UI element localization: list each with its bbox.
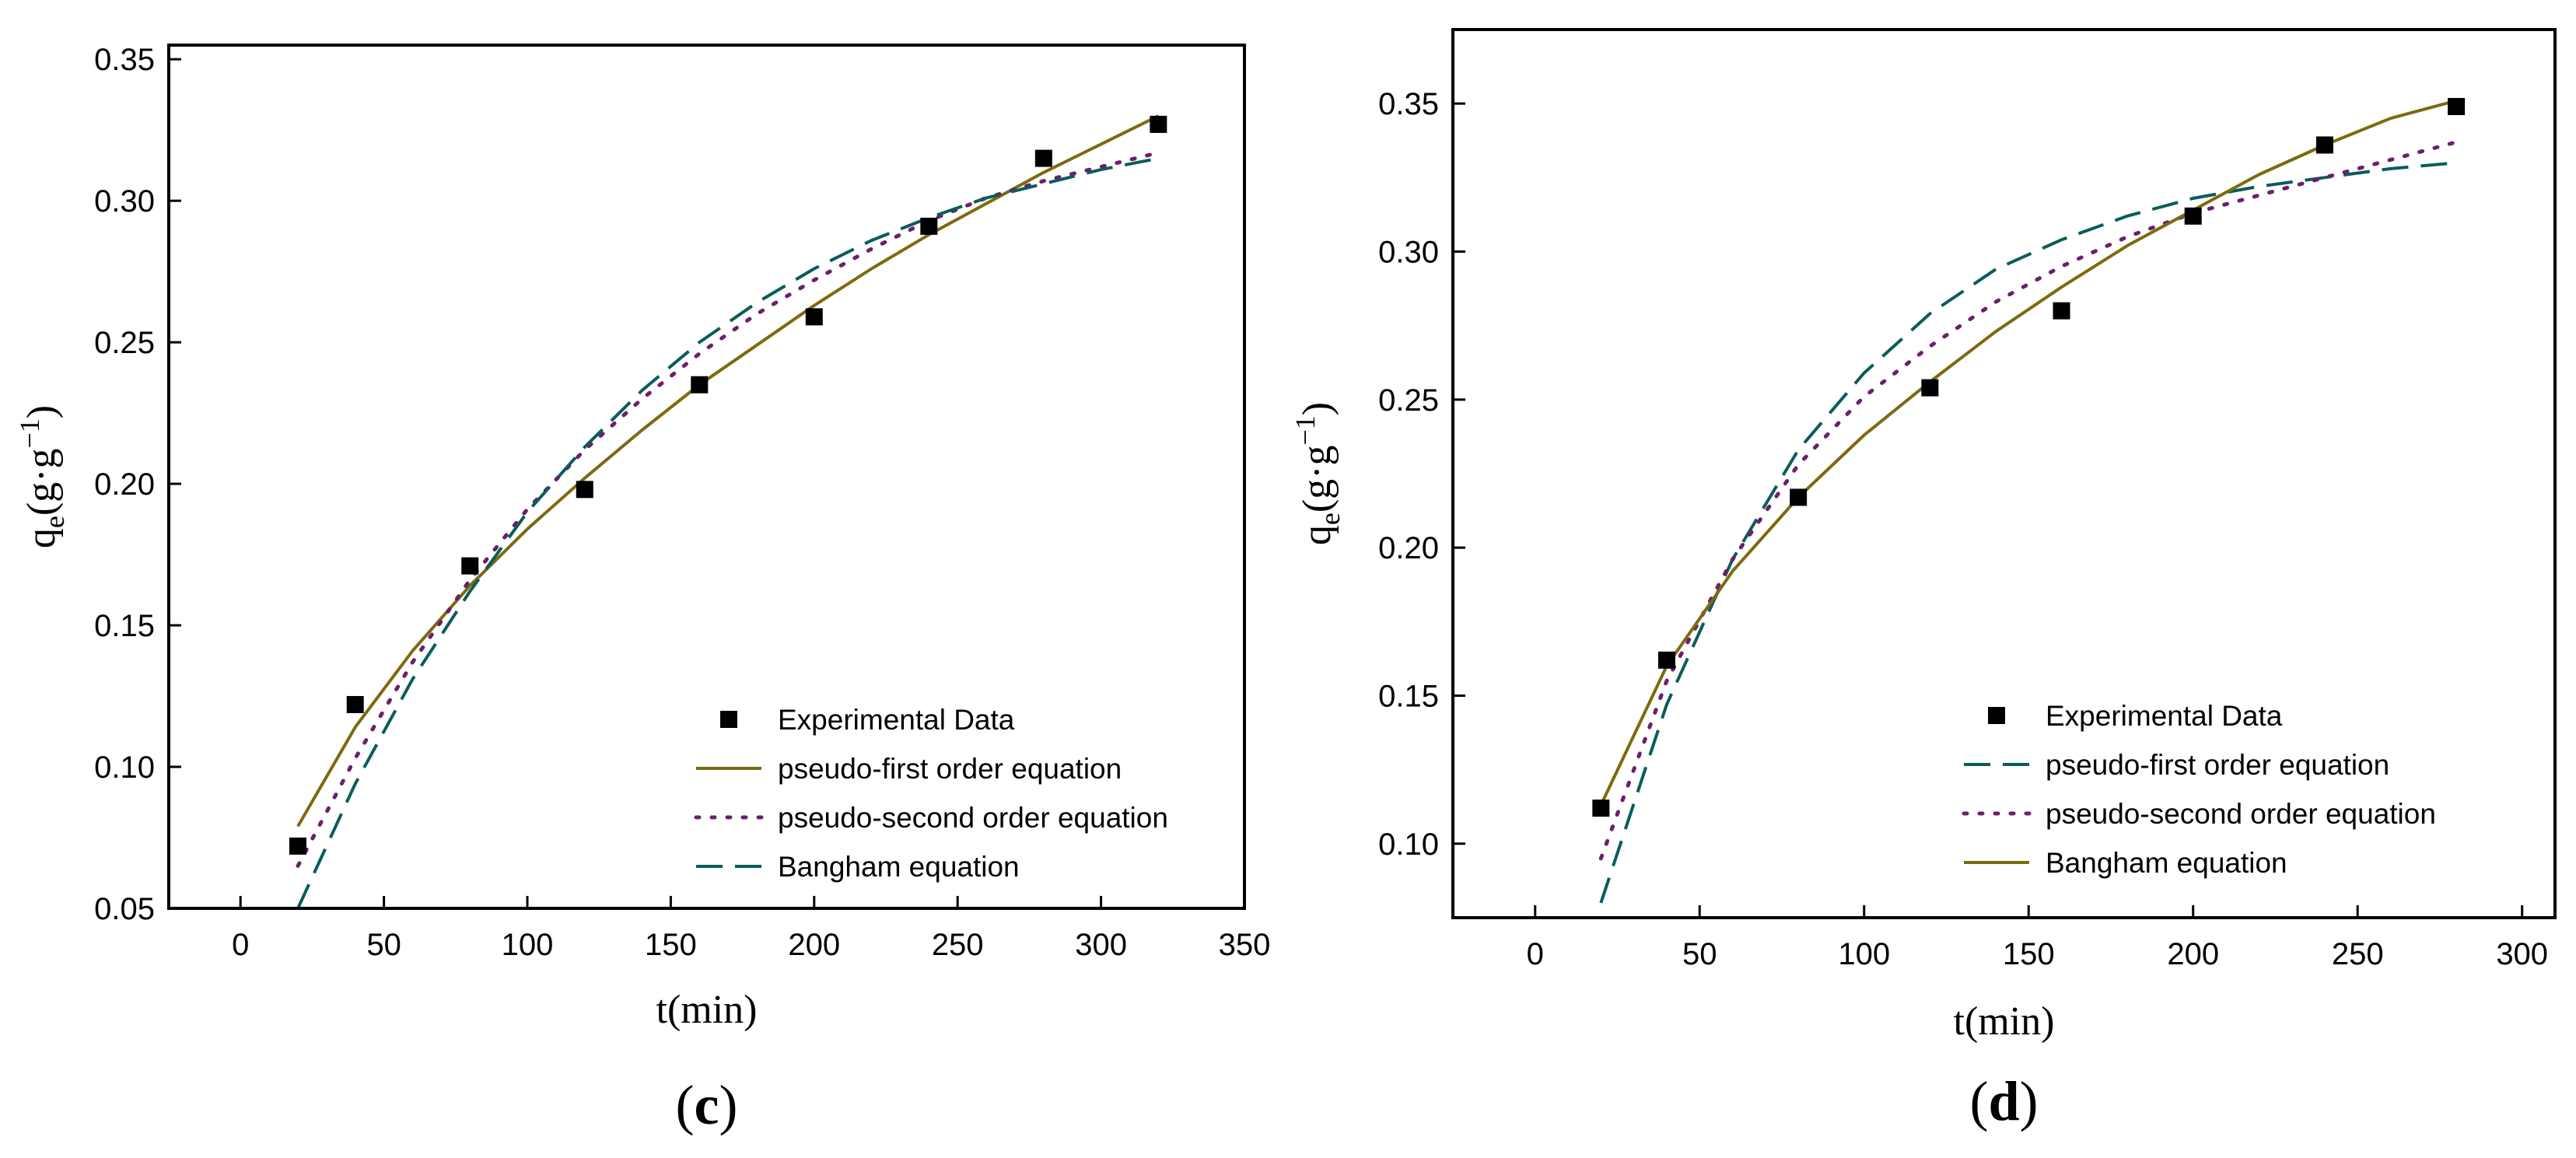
data-point xyxy=(576,481,593,499)
legend-label: Bangham equation xyxy=(778,851,1020,883)
y-tick-label: 0.30 xyxy=(1378,236,1439,270)
x-axis-title: t(min) xyxy=(1954,999,2055,1044)
y-tick-label: 0.25 xyxy=(1378,383,1439,418)
panel-label: (c) xyxy=(676,1074,738,1136)
data-point xyxy=(691,376,709,394)
data-point xyxy=(346,695,364,713)
x-tick-label: 300 xyxy=(1075,928,1127,962)
legend-label: Experimental Data xyxy=(778,704,1015,736)
x-tick-label: 250 xyxy=(2332,937,2384,971)
legend-marker xyxy=(1988,707,2005,724)
y-tick-label: 0.15 xyxy=(1378,680,1439,714)
y-tick-label: 0.10 xyxy=(94,750,155,785)
x-tick-label: 100 xyxy=(1838,937,1890,971)
plot-area xyxy=(1598,99,2459,904)
x-tick-label: 50 xyxy=(366,928,401,962)
legend-label: pseudo-second order equation xyxy=(2046,798,2436,830)
data-point xyxy=(461,557,479,575)
data-point xyxy=(1592,799,1610,817)
x-tick-label: 350 xyxy=(1219,928,1271,962)
x-tick-label: 200 xyxy=(2167,937,2219,971)
x-tick-label: 100 xyxy=(502,928,554,962)
plot-frame xyxy=(1451,28,2557,919)
series-line-bangham-equation xyxy=(1599,99,2457,806)
data-point xyxy=(1657,651,1675,669)
x-tick-label: 0 xyxy=(1527,937,1544,971)
x-tick-label: 150 xyxy=(2003,937,2055,971)
y-tick-label: 0.35 xyxy=(1378,87,1439,121)
y-tick-label: 0.30 xyxy=(94,184,155,219)
chart-panel-d: 0 50 100 150 200 250 300 0.10 0.15 0.20 0.25 0.30 0.… xyxy=(1290,28,2557,1132)
data-point xyxy=(1150,115,1167,133)
y-axis-title: qe(g·g−1) xyxy=(14,405,70,548)
x-tick-label: 50 xyxy=(1682,937,1717,971)
y-axis-title: qe(g·g−1) xyxy=(1290,402,1346,545)
panel-label: (d) xyxy=(1969,1070,2038,1132)
series-line-bangham-equation xyxy=(296,156,1159,908)
chart-panel-c: 0 50 100 150 200 250 300 350 0.05 0.10 0.15 0.20 0.2… xyxy=(14,43,1270,1136)
legend-label: pseudo-second order equation xyxy=(778,802,1168,834)
y-tick-label: 0.10 xyxy=(1378,827,1439,862)
data-point xyxy=(1034,149,1052,167)
y-tick-label: 0.20 xyxy=(1378,531,1439,565)
plot-area xyxy=(296,114,1160,908)
y-tick-label: 0.25 xyxy=(94,326,155,360)
legend-label: Experimental Data xyxy=(2046,700,2283,732)
y-tick-label: 0.20 xyxy=(94,467,155,502)
legend-label: pseudo-first order equation xyxy=(778,753,1122,785)
x-tick-label: 150 xyxy=(645,928,697,962)
x-tick-label: 0 xyxy=(232,928,249,962)
y-tick-label: 0.35 xyxy=(94,43,155,77)
y-tick-label: 0.05 xyxy=(94,892,155,926)
x-axis-title: t(min) xyxy=(656,988,758,1032)
data-point xyxy=(2184,207,2202,225)
legend-label: Bangham equation xyxy=(2046,847,2287,879)
data-point xyxy=(289,837,306,855)
data-point xyxy=(2053,302,2070,320)
data-point xyxy=(920,217,938,235)
plot-frame xyxy=(167,44,1246,910)
data-point xyxy=(2315,136,2333,154)
data-point xyxy=(805,308,823,326)
y-tick-label: 0.15 xyxy=(94,609,155,643)
data-point xyxy=(2448,97,2466,115)
x-tick-label: 250 xyxy=(932,928,984,962)
series-line-pseudo-second-order-equation xyxy=(1598,140,2459,861)
legend-marker xyxy=(720,711,737,728)
x-tick-label: 300 xyxy=(2496,937,2548,971)
data-point xyxy=(1790,488,1808,506)
legend-label: pseudo-first order equation xyxy=(2046,749,2389,781)
x-tick-label: 200 xyxy=(788,928,840,962)
data-point xyxy=(1921,379,1939,397)
